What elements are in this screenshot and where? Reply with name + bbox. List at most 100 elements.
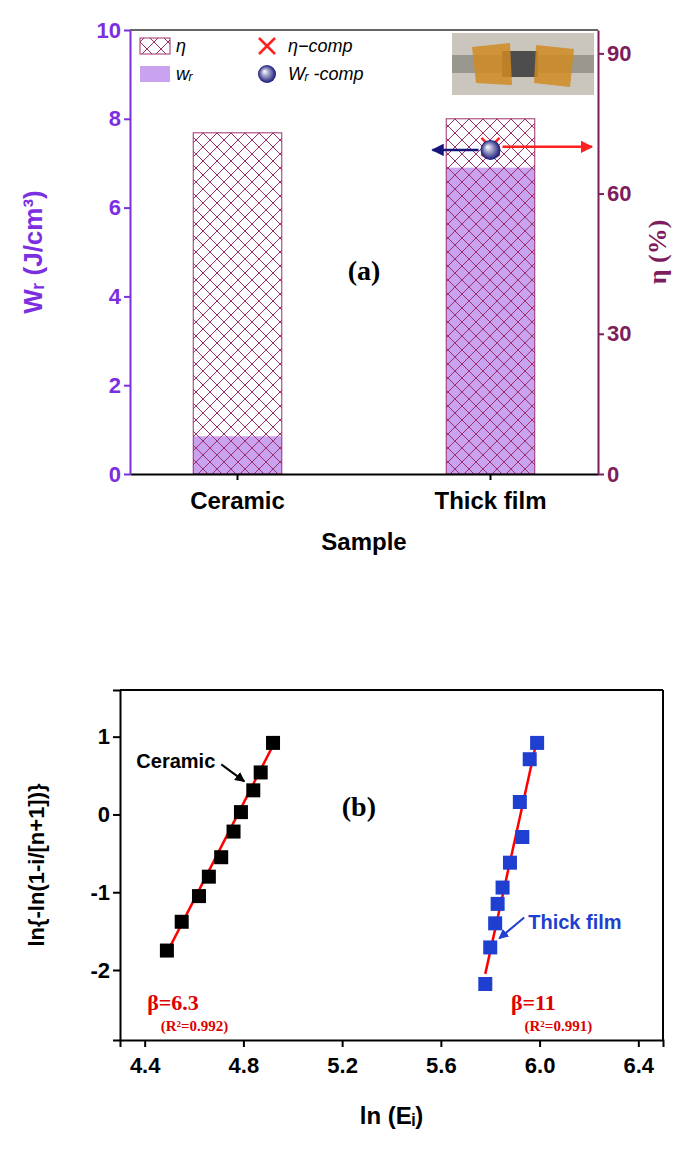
annotation: (R²=0.992) xyxy=(161,1018,229,1035)
tick-mark xyxy=(598,193,604,195)
tick-mark xyxy=(124,474,130,476)
bar xyxy=(193,133,282,474)
point xyxy=(160,944,174,958)
legend-label: η−comp xyxy=(288,36,353,56)
tick-label: -2 xyxy=(90,958,110,983)
photo-tape xyxy=(472,43,512,85)
legend-label: Wᵣ -comp xyxy=(288,64,363,84)
tick: 1 xyxy=(98,724,120,749)
tick-mark xyxy=(113,970,120,972)
tick-mark xyxy=(237,474,239,480)
tick-label: 0 xyxy=(109,462,121,487)
legend-swatch xyxy=(140,66,170,82)
panel-label: (a) xyxy=(348,255,381,286)
legend-label: wᵣ xyxy=(176,64,193,84)
tick-label: 1 xyxy=(98,724,110,749)
axis-line xyxy=(113,691,121,1041)
axis-title: Sample xyxy=(321,528,406,555)
panel-label: (b) xyxy=(342,791,376,822)
tick-label: 6 xyxy=(109,195,121,220)
marker xyxy=(480,140,500,160)
series-label: Thick film xyxy=(528,911,621,933)
tick: 6.0 xyxy=(525,1040,556,1078)
tick-label: 10 xyxy=(97,18,121,43)
annotation: β=11 xyxy=(511,990,556,1015)
tick: 0 xyxy=(98,802,120,827)
point xyxy=(246,783,260,797)
legend-symbol xyxy=(140,66,170,82)
tick-mark xyxy=(489,474,491,480)
tick: 4.4 xyxy=(130,1040,161,1078)
axis: Ceramic Thick film xyxy=(131,474,599,514)
tick: 60 xyxy=(598,181,631,206)
frame-line xyxy=(120,689,663,691)
tick-mark xyxy=(144,1040,146,1047)
tick: 4 xyxy=(109,284,130,309)
plot-area xyxy=(160,736,544,991)
point xyxy=(513,795,527,809)
legend-swatch xyxy=(140,38,170,54)
tick-mark xyxy=(124,385,130,387)
tick-mark xyxy=(113,892,120,894)
point xyxy=(175,915,189,929)
bar xyxy=(446,119,535,474)
tick-mark xyxy=(638,1040,640,1047)
axis: 4.44.85.25.66.06.4 xyxy=(121,1040,664,1078)
tick: 0 xyxy=(109,462,130,487)
tick-label: 0 xyxy=(98,802,110,827)
tick-label: 4 xyxy=(109,284,122,309)
tick-mark xyxy=(124,118,130,120)
tick: -1 xyxy=(90,880,120,905)
tick-label: 4.4 xyxy=(130,1053,161,1078)
arrow xyxy=(502,146,592,149)
point xyxy=(488,916,502,930)
axis-title: η (%) xyxy=(643,220,672,285)
tick-label: 8 xyxy=(109,106,121,131)
point xyxy=(227,825,241,839)
axis: -2 -1 0 1 xyxy=(90,691,120,1041)
point xyxy=(496,881,510,895)
tick-label: 5.2 xyxy=(327,1053,358,1078)
point xyxy=(202,870,216,884)
tick: 90 xyxy=(598,41,631,66)
annotation: β=6.3 xyxy=(147,990,199,1015)
tick: 2 xyxy=(109,373,130,398)
legend-swatch xyxy=(259,38,275,54)
tick: 4.8 xyxy=(229,1040,260,1078)
tick-label: 2 xyxy=(109,373,121,398)
series-label: Ceramic xyxy=(136,750,215,772)
point xyxy=(192,889,206,903)
tick: Thick film xyxy=(434,474,546,514)
arrow xyxy=(499,917,524,938)
tick: 5.2 xyxy=(327,1040,358,1078)
tick: Ceramic xyxy=(190,474,285,514)
point xyxy=(483,940,497,954)
legend-label: η xyxy=(176,36,186,56)
figure: Ceramic Thick film 0 2 4 6 8 10 0 30 60 90 Sample Wᵣ … xyxy=(0,0,686,1170)
legend-symbol xyxy=(258,65,276,83)
annotation-layer xyxy=(432,147,592,150)
tick-mark xyxy=(113,814,120,816)
tick: 6 xyxy=(109,195,130,220)
tick-mark xyxy=(598,474,604,476)
axis: 0 2 4 6 8 10 xyxy=(97,18,131,487)
tick: -2 xyxy=(90,958,120,983)
tick: 10 xyxy=(97,18,130,43)
tick-label: 90 xyxy=(607,41,631,66)
photo-bg xyxy=(452,33,594,95)
tick: 8 xyxy=(109,106,130,131)
point xyxy=(530,736,544,750)
axis-line xyxy=(131,474,599,476)
legend-symbol xyxy=(140,38,170,54)
point xyxy=(503,856,517,870)
tick-mark xyxy=(342,1040,344,1047)
axis-title: Wᵣ (J/cm³) xyxy=(18,190,48,314)
arrow xyxy=(432,149,478,152)
tick-mark xyxy=(598,53,604,55)
frame-line xyxy=(130,29,598,31)
tick-label: 30 xyxy=(607,321,631,346)
tick-mark xyxy=(124,296,130,298)
tick-label: 60 xyxy=(607,181,631,206)
arrow xyxy=(221,764,244,781)
point xyxy=(234,805,248,819)
